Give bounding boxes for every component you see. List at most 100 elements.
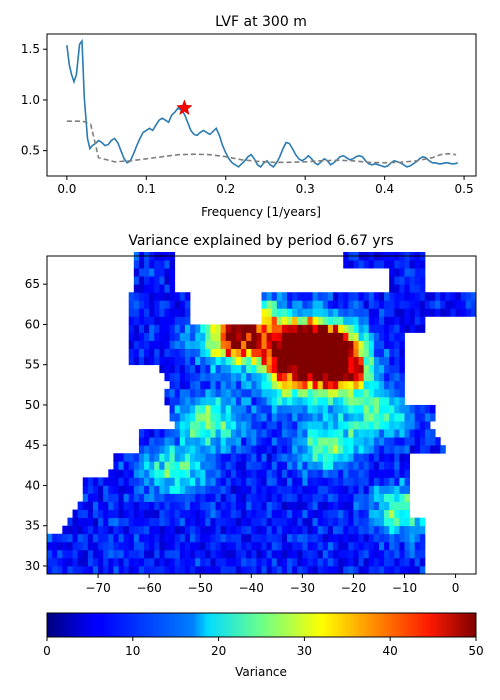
heatmap-cell <box>281 348 288 358</box>
heatmap-cell <box>399 356 405 366</box>
heatmap-cell <box>373 332 380 341</box>
heatmap-cell <box>246 533 252 543</box>
heatmap-cell <box>455 308 462 317</box>
heatmap-cell <box>378 509 385 519</box>
heatmap-cell <box>271 501 278 510</box>
heatmap-cell <box>343 316 349 325</box>
heatmap-cell <box>389 276 395 285</box>
heatmap-cell <box>348 509 354 519</box>
heatmap-cell <box>184 525 191 535</box>
heatmap-cell <box>292 324 298 333</box>
heatmap-cell <box>368 429 375 438</box>
heatmap-cell <box>225 565 232 575</box>
heatmap-cell <box>47 533 53 543</box>
heatmap-cell <box>358 493 365 502</box>
heatmap-cell <box>394 268 400 277</box>
heatmap-cell <box>154 533 160 543</box>
heatmap-cell <box>241 461 247 470</box>
heatmap-cell <box>327 533 334 543</box>
heatmap-cell <box>394 284 400 293</box>
heatmap-cell <box>67 549 73 559</box>
heatmap-cell <box>322 549 329 559</box>
heatmap-cell <box>87 533 94 543</box>
heatmap-cell <box>149 348 155 358</box>
heatmap-cell <box>465 308 472 317</box>
heatmap-cell <box>164 469 170 478</box>
heatmap-cell <box>210 565 216 575</box>
heatmap-cell <box>399 445 405 454</box>
heatmap-cell <box>164 316 170 325</box>
heatmap-cell <box>133 292 140 301</box>
heatmap-cell <box>92 533 99 543</box>
heatmap-cell <box>292 565 298 575</box>
heatmap-cell <box>389 388 395 398</box>
heatmap-cell <box>297 445 303 454</box>
heatmap-cell <box>384 380 390 390</box>
heatmap-cell <box>82 501 89 510</box>
heatmap-cell <box>164 356 170 366</box>
heatmap-cell <box>108 517 114 527</box>
heatmap-cell <box>276 461 283 470</box>
heatmap-cell <box>210 421 216 430</box>
heatmap-cell <box>220 533 227 543</box>
heatmap-cell <box>317 429 324 438</box>
heatmap-cell <box>205 421 211 430</box>
heatmap-cell <box>179 509 186 519</box>
heatmap-cell <box>353 517 359 527</box>
heatmap-cell <box>338 461 344 470</box>
heatmap-cell <box>205 348 211 358</box>
heatmap-cell <box>399 364 405 374</box>
heatmap-cell <box>138 525 145 535</box>
heatmap-cell <box>327 453 334 462</box>
heatmap-cell <box>343 324 349 333</box>
heatmap-cell <box>128 348 135 358</box>
heatmap-cell <box>302 565 308 575</box>
heatmap-cell <box>404 308 411 317</box>
heatmap-cell <box>210 348 216 358</box>
heatmap-cell <box>169 501 176 510</box>
heatmap-cell <box>149 557 155 567</box>
heatmap-cell <box>404 533 411 543</box>
heatmap-cell <box>169 332 176 341</box>
heatmap-cell <box>164 493 170 502</box>
heatmap-cell <box>343 340 349 349</box>
heatmap-cell <box>164 324 170 333</box>
heatmap-cell <box>419 565 426 575</box>
heatmap-cell <box>174 308 181 317</box>
heatmap-cell <box>149 469 155 478</box>
heatmap-cell <box>312 533 319 543</box>
heatmap-cell <box>154 445 160 454</box>
heatmap-cell <box>133 477 140 486</box>
heatmap-cell <box>184 340 191 349</box>
heatmap-cell <box>82 477 89 486</box>
heatmap-cell <box>113 477 119 486</box>
heatmap-cell <box>358 437 365 446</box>
heatmap-cell <box>159 308 165 317</box>
heatmap-cell <box>307 437 313 446</box>
heatmap-cell <box>450 300 456 309</box>
heatmap-cell <box>230 396 237 406</box>
heatmap-cell <box>312 445 319 454</box>
heatmap-cell <box>373 445 380 454</box>
heatmap-cell <box>343 525 349 535</box>
heatmap-cell <box>287 501 293 510</box>
heatmap-cell <box>302 380 308 390</box>
heatmap-cell <box>261 557 268 567</box>
heatmap-cell <box>246 477 252 486</box>
heatmap-cell <box>230 340 237 349</box>
heatmap-cell <box>358 356 365 366</box>
heatmap-cell <box>195 372 201 382</box>
heatmap-cell <box>378 453 385 462</box>
heatmap-cell <box>200 565 206 575</box>
heatmap-cell <box>77 517 84 527</box>
heatmap-cell <box>348 469 354 478</box>
heatmap-cell <box>373 533 380 543</box>
heatmap-cell <box>113 453 119 462</box>
heatmap-cell <box>292 469 298 478</box>
heatmap-cell <box>149 437 155 446</box>
heatmap-cell <box>343 445 349 454</box>
heatmap-cell <box>394 565 400 575</box>
heatmap-cell <box>195 461 201 470</box>
heatmap-cell <box>338 469 344 478</box>
heatmap-cell <box>292 300 298 309</box>
